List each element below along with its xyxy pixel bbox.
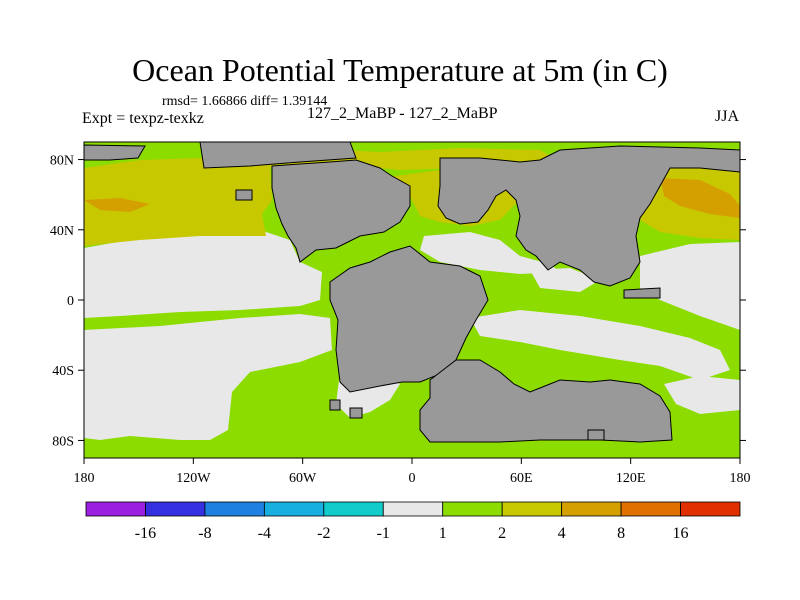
lat-tick-label: 40S xyxy=(52,364,74,379)
colorbar-box xyxy=(620,501,681,517)
land-eurasia xyxy=(437,145,740,287)
land-africa-south-america xyxy=(329,245,489,393)
longitude-axis: 180 120W 60W 0 60E 120E 180 xyxy=(74,458,751,486)
colorbar-label: -1 xyxy=(377,525,390,542)
colorbar-box xyxy=(382,501,444,517)
lon-tick-label: 60E xyxy=(510,471,533,486)
land-island-tasman xyxy=(587,429,605,441)
colorbar-labels: -16 -8 -4 -2 -1 1 2 4 8 16 xyxy=(135,525,689,542)
near-zero-regions xyxy=(84,230,740,440)
lon-tick-label: 180 xyxy=(730,471,751,486)
warm-region-north-america-coast xyxy=(84,198,150,212)
land-north-america xyxy=(271,159,411,263)
colorbar-box xyxy=(85,501,146,517)
land-island-indian-a xyxy=(623,287,661,299)
near-zero-region-tropical-pacific xyxy=(84,314,332,440)
colorbar-label: 16 xyxy=(673,525,689,542)
land-greenland xyxy=(84,144,146,161)
lat-tick-label: 80N xyxy=(50,154,74,169)
lat-tick-label: 0 xyxy=(67,294,74,309)
colorbar-label: 4 xyxy=(558,525,566,542)
near-zero-region-east-pacific xyxy=(84,230,322,318)
lon-tick-label: 180 xyxy=(74,471,95,486)
colorbar-label: 2 xyxy=(498,525,506,542)
near-zero-region-indian-ocean xyxy=(470,310,730,380)
colorbar-box xyxy=(204,501,265,517)
lon-tick-label: 60W xyxy=(289,471,317,486)
colorbar-boxes xyxy=(85,501,741,517)
colorbar-box xyxy=(501,501,563,517)
colorbar-box xyxy=(323,501,384,517)
lon-tick-label: 0 xyxy=(409,471,416,486)
colorbar-box xyxy=(680,501,741,517)
latitude-axis: 80N 40N 0 40S 80S xyxy=(50,154,746,449)
warm-region-kuroshio xyxy=(660,178,740,218)
season-label: JJA xyxy=(715,108,740,125)
near-zero-region-mid-indian xyxy=(530,268,600,292)
land-island-north-atlantic xyxy=(235,189,253,201)
lon-tick-label: 120E xyxy=(616,471,646,486)
colorbar-box xyxy=(442,501,503,517)
colorbar-box xyxy=(263,501,325,517)
subtitle: 127_2_MaBP - 127_2_MaBP xyxy=(307,105,498,122)
lat-tick-label: 80S xyxy=(52,434,74,449)
land-antarctica-east xyxy=(419,359,673,443)
warm-region-north-pacific xyxy=(84,158,272,246)
colorbar-label: -4 xyxy=(258,525,271,542)
near-zero-region-west-pacific xyxy=(640,242,740,330)
colorbar-label: 1 xyxy=(439,525,447,542)
near-zero-region-north-atlantic xyxy=(420,232,560,274)
land-island-south-atlantic-b xyxy=(329,399,341,411)
lon-tick-label: 120W xyxy=(176,471,211,486)
stats-line: rmsd= 1.66866 diff= 1.39144 xyxy=(162,94,328,109)
land-island-south-atlantic xyxy=(349,407,363,419)
colorbar-label: -8 xyxy=(198,525,211,542)
near-zero-region-south-indian xyxy=(664,376,740,414)
colorbar-box xyxy=(561,501,622,517)
colorbar-box xyxy=(145,501,206,517)
lat-tick-label: 40N xyxy=(50,224,74,239)
colorbar-label: -16 xyxy=(135,525,156,542)
land-arctic-west xyxy=(199,142,357,169)
map-title: Ocean Potential Temperature at 5m (in C) xyxy=(132,52,668,88)
colorbar-label: 8 xyxy=(617,525,625,542)
experiment-label: Expt = texpz-texkz xyxy=(82,110,204,127)
colorbar-label: -2 xyxy=(317,525,330,542)
land-masses xyxy=(84,142,740,443)
